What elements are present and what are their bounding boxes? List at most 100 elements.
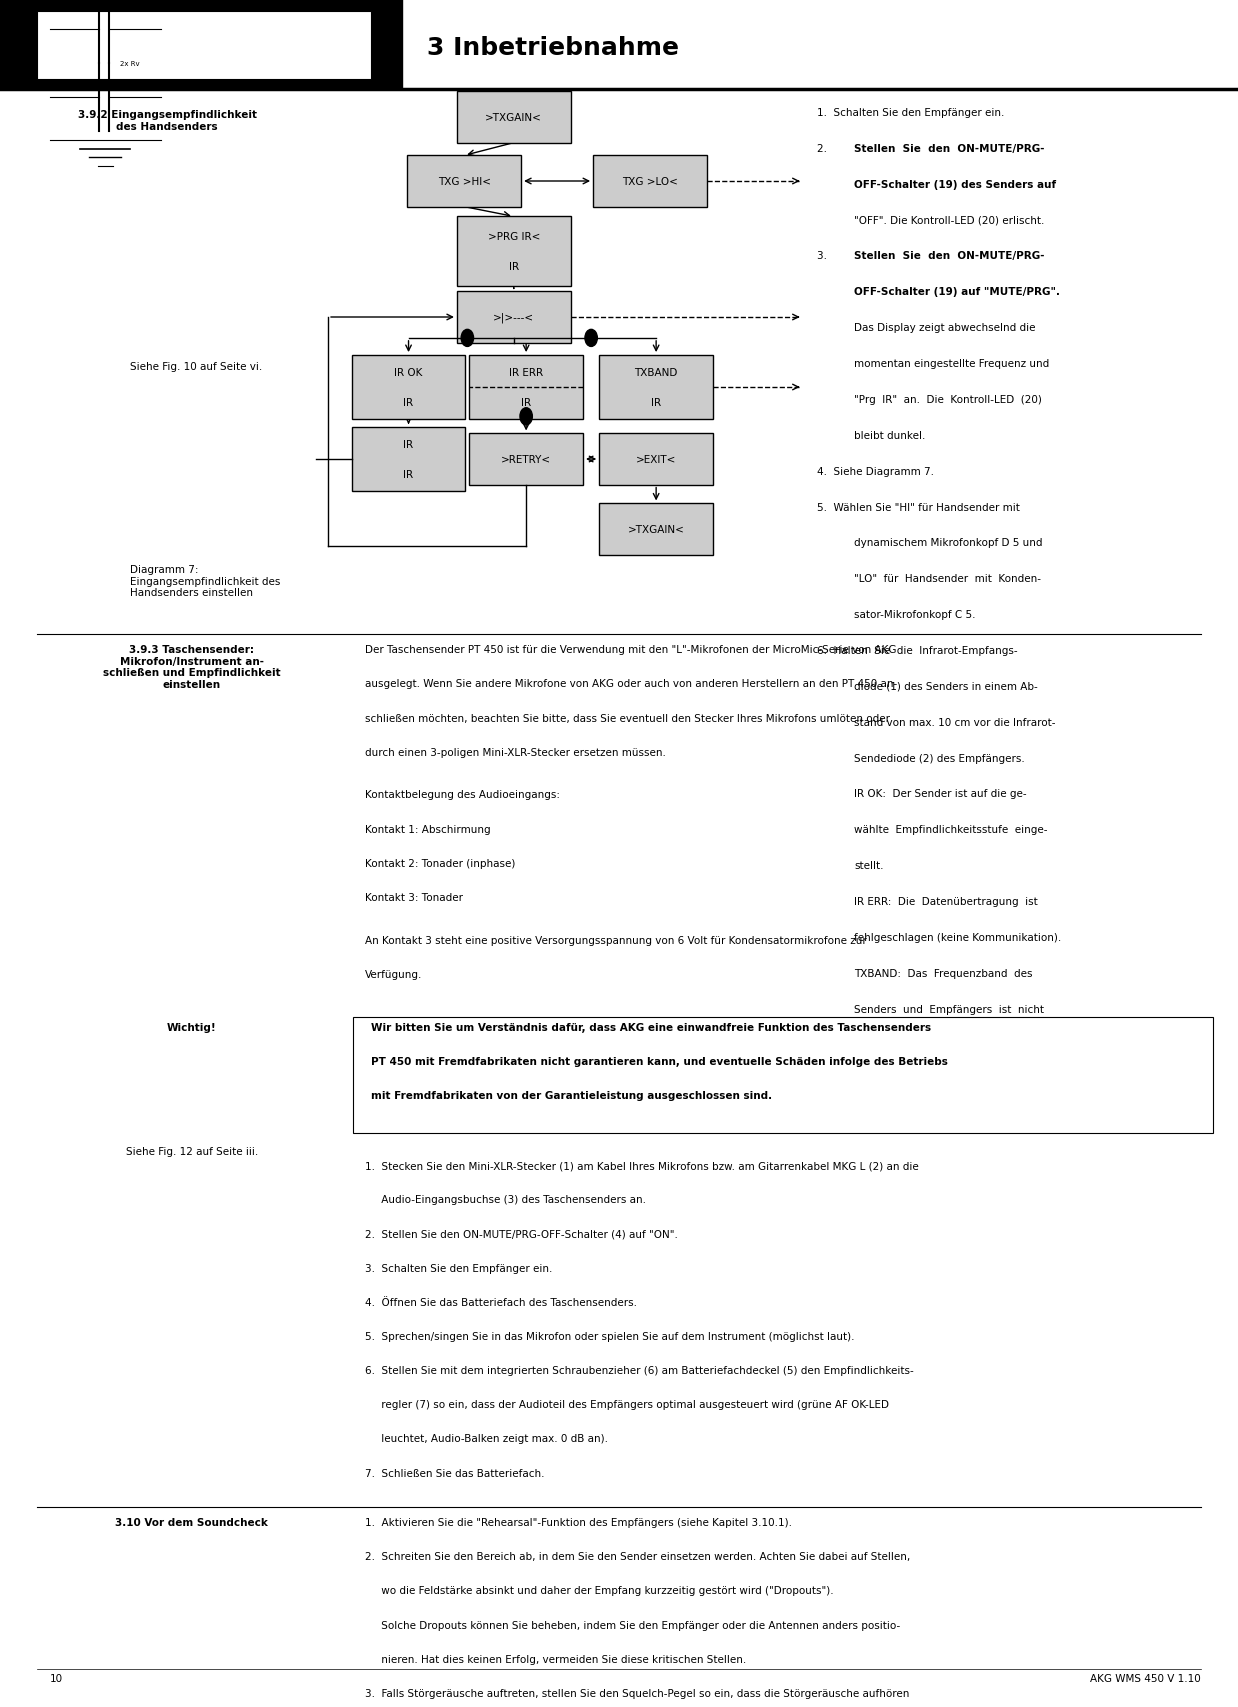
- Text: ausgelegt. Wenn Sie andere Mikrofone von AKG oder auch von anderen Herstellern a: ausgelegt. Wenn Sie andere Mikrofone von…: [365, 679, 898, 690]
- Bar: [599, 504, 713, 555]
- Text: Stellen  Sie  den  ON-MUTE/PRG-: Stellen Sie den ON-MUTE/PRG-: [854, 143, 1045, 154]
- Text: 1.  Schalten Sie den Empfänger ein.: 1. Schalten Sie den Empfänger ein.: [817, 108, 1004, 118]
- Text: Verfügung.: Verfügung.: [365, 970, 422, 980]
- Bar: [599, 355, 713, 420]
- Circle shape: [584, 329, 598, 347]
- Text: >PRG IR<: >PRG IR<: [488, 232, 540, 241]
- Text: wählte  Empfindlichkeitsstufe  einge-: wählte Empfindlichkeitsstufe einge-: [854, 824, 1047, 835]
- Text: OFF-Schalter (19) des Senders auf: OFF-Schalter (19) des Senders auf: [854, 179, 1056, 189]
- Bar: [37, 12, 371, 80]
- Text: sator-Mikrofonkopf C 5.: sator-Mikrofonkopf C 5.: [854, 609, 976, 620]
- Bar: [0, 0, 402, 90]
- Text: 2.  Stellen Sie den ON-MUTE/PRG-OFF-Schalter (4) auf "ON".: 2. Stellen Sie den ON-MUTE/PRG-OFF-Schal…: [365, 1229, 678, 1239]
- Text: identisch oder die Sendeleistung ist: identisch oder die Sendeleistung ist: [854, 1040, 1041, 1050]
- Text: stellt.: stellt.: [854, 860, 884, 871]
- Text: >EXIT<: >EXIT<: [636, 454, 676, 464]
- Text: >|>---<: >|>---<: [493, 312, 535, 323]
- Text: 2.  Schreiten Sie den Bereich ab, in dem Sie den Sender einsetzen werden. Achten: 2. Schreiten Sie den Bereich ab, in dem …: [365, 1552, 910, 1562]
- Text: Siehe Fig. 12 auf Seite iii.: Siehe Fig. 12 auf Seite iii.: [126, 1147, 258, 1157]
- Text: IR: IR: [404, 469, 413, 480]
- Text: diode (1) des Senders in einem Ab-: diode (1) des Senders in einem Ab-: [854, 681, 1037, 691]
- Text: mit Fremdfabrikaten von der Garantieleistung ausgeschlossen sind.: mit Fremdfabrikaten von der Garantieleis…: [371, 1091, 773, 1101]
- Text: Der Taschensender PT 450 ist für die Verwendung mit den "L"-Mikrofonen der Micro: Der Taschensender PT 450 ist für die Ver…: [365, 645, 896, 655]
- Text: IR OK: IR OK: [395, 367, 422, 377]
- Text: 4.  Siehe Diagramm 7.: 4. Siehe Diagramm 7.: [817, 466, 935, 476]
- Text: "OFF". Die Kontroll-LED (20) erlischt.: "OFF". Die Kontroll-LED (20) erlischt.: [854, 215, 1045, 225]
- Text: TXG >LO<: TXG >LO<: [621, 178, 678, 186]
- Text: IR ERR: IR ERR: [509, 367, 543, 377]
- Text: 3 Inbetriebnahme: 3 Inbetriebnahme: [427, 36, 680, 60]
- Text: momentan eingestellte Frequenz und: momentan eingestellte Frequenz und: [854, 358, 1050, 369]
- Text: Kontaktbelegung des Audioeingangs:: Kontaktbelegung des Audioeingangs:: [365, 790, 561, 801]
- Text: Kontakt 1: Abschirmung: Kontakt 1: Abschirmung: [365, 824, 490, 835]
- Text: bleibt dunkel.: bleibt dunkel.: [854, 430, 926, 440]
- Text: 6.  Halten  Sie  die  Infrarot-Empfangs-: 6. Halten Sie die Infrarot-Empfangs-: [817, 645, 1018, 655]
- Text: Senders  und  Empfängers  ist  nicht: Senders und Empfängers ist nicht: [854, 1004, 1044, 1014]
- Text: 10: 10: [50, 1673, 63, 1683]
- Text: Solche Dropouts können Sie beheben, indem Sie den Empfänger oder die Antennen an: Solche Dropouts können Sie beheben, inde…: [365, 1620, 900, 1630]
- Text: 3.  Schalten Sie den Empfänger ein.: 3. Schalten Sie den Empfänger ein.: [365, 1263, 552, 1273]
- Text: IR ERR:  Die  Datenübertragung  ist: IR ERR: Die Datenübertragung ist: [854, 896, 1037, 906]
- Text: 6.  Stellen Sie mit dem integrierten Schraubenzieher (6) am Batteriefachdeckel (: 6. Stellen Sie mit dem integrierten Schr…: [365, 1366, 914, 1376]
- Text: 1.  Aktivieren Sie die "Rehearsal"-Funktion des Empfängers (siehe Kapitel 3.10.1: 1. Aktivieren Sie die "Rehearsal"-Funkti…: [365, 1518, 792, 1528]
- Text: "Prg  IR"  an.  Die  Kontroll-LED  (20): "Prg IR" an. Die Kontroll-LED (20): [854, 394, 1042, 405]
- Text: Wichtig!: Wichtig!: [167, 1022, 217, 1033]
- Text: >TXGAIN<: >TXGAIN<: [485, 113, 542, 123]
- Text: schließen möchten, beachten Sie bitte, dass Sie eventuell den Stecker Ihres Mikr: schließen möchten, beachten Sie bitte, d…: [365, 714, 890, 724]
- Text: IR: IR: [404, 398, 413, 408]
- Text: stand von max. 10 cm vor die Infrarot-: stand von max. 10 cm vor die Infrarot-: [854, 717, 1056, 727]
- Text: IR: IR: [521, 398, 531, 408]
- Text: 3.9.3 Taschensender:
Mikrofon/Instrument an-
schließen und Empfindlichkeit
einst: 3.9.3 Taschensender: Mikrofon/Instrument…: [103, 645, 281, 690]
- Text: leuchtet, Audio-Balken zeigt max. 0 dB an).: leuchtet, Audio-Balken zeigt max. 0 dB a…: [365, 1434, 608, 1444]
- Text: Kontakt 2: Tonader (inphase): Kontakt 2: Tonader (inphase): [365, 859, 515, 869]
- Text: An Kontakt 3 steht eine positive Versorgungsspannung von 6 Volt für Kondensatorm: An Kontakt 3 steht eine positive Versorg…: [365, 935, 867, 946]
- Text: 3.10 Vor dem Soundcheck: 3.10 Vor dem Soundcheck: [115, 1518, 269, 1528]
- Text: 5.  Wählen Sie "HI" für Handsender mit: 5. Wählen Sie "HI" für Handsender mit: [817, 502, 1020, 512]
- Text: >RETRY<: >RETRY<: [501, 454, 551, 464]
- Text: PT 450 mit Fremdfabrikaten nicht garantieren kann, und eventuelle Schäden infolg: PT 450 mit Fremdfabrikaten nicht garanti…: [371, 1057, 948, 1067]
- Text: 3.9.2 Eingangsempfindlichkeit
des Handsenders: 3.9.2 Eingangsempfindlichkeit des Handse…: [78, 109, 256, 131]
- Text: TXG >HI<: TXG >HI<: [438, 178, 490, 186]
- Bar: [352, 428, 465, 492]
- Text: 5.  Sprechen/singen Sie in das Mikrofon oder spielen Sie auf dem Instrument (mög: 5. Sprechen/singen Sie in das Mikrofon o…: [365, 1331, 854, 1342]
- Text: 7.  Schließen Sie das Batteriefach.: 7. Schließen Sie das Batteriefach.: [365, 1468, 545, 1478]
- Text: IR: IR: [404, 439, 413, 449]
- Text: Diagramm 7:
Eingangsempfindlichkeit des
Handsenders einstellen: Diagramm 7: Eingangsempfindlichkeit des …: [130, 565, 280, 597]
- Text: Siehe Fig. 10 auf Seite vi.: Siehe Fig. 10 auf Seite vi.: [130, 362, 262, 372]
- Bar: [469, 355, 583, 420]
- Text: AKG WMS 450 V 1.10: AKG WMS 450 V 1.10: [1091, 1673, 1201, 1683]
- Bar: [407, 157, 521, 208]
- Text: OFF-Schalter (19) auf "MUTE/PRG".: OFF-Schalter (19) auf "MUTE/PRG".: [854, 287, 1060, 297]
- Text: nieren. Hat dies keinen Erfolg, vermeiden Sie diese kritischen Stellen.: nieren. Hat dies keinen Erfolg, vermeide…: [365, 1654, 747, 1664]
- Text: wo die Feldstärke absinkt und daher der Empfang kurzzeitig gestört wird ("Dropou: wo die Feldstärke absinkt und daher der …: [365, 1586, 834, 1596]
- Text: >TXGAIN<: >TXGAIN<: [628, 524, 685, 534]
- Text: IR OK:  Der Sender ist auf die ge-: IR OK: Der Sender ist auf die ge-: [854, 789, 1026, 799]
- Bar: [599, 434, 713, 485]
- Bar: [469, 434, 583, 485]
- Bar: [457, 292, 571, 343]
- Text: 1.  Stecken Sie den Mini-XLR-Stecker (1) am Kabel Ihres Mikrofons bzw. am Gitarr: 1. Stecken Sie den Mini-XLR-Stecker (1) …: [365, 1161, 919, 1171]
- Bar: [352, 355, 465, 420]
- Text: IR: IR: [509, 263, 519, 271]
- Bar: [457, 217, 571, 287]
- Text: fehlgeschlagen (keine Kommunikation).: fehlgeschlagen (keine Kommunikation).: [854, 932, 1061, 942]
- Bar: [353, 1017, 1213, 1133]
- Text: 3.  Falls Störgeräusche auftreten, stellen Sie den Squelch-Pegel so ein, dass di: 3. Falls Störgeräusche auftreten, stelle…: [365, 1688, 910, 1698]
- Text: 2.: 2.: [817, 143, 833, 154]
- Text: 2x Rv: 2x Rv: [120, 61, 140, 67]
- Text: "LO"  für  Handsender  mit  Konden-: "LO" für Handsender mit Konden-: [854, 574, 1041, 584]
- Text: durch einen 3-poligen Mini-XLR-Stecker ersetzen müssen.: durch einen 3-poligen Mini-XLR-Stecker e…: [365, 748, 666, 758]
- Text: Wir bitten Sie um Verständnis dafür, dass AKG eine einwandfreie Funktion des Tas: Wir bitten Sie um Verständnis dafür, das…: [371, 1022, 931, 1033]
- Bar: [457, 92, 571, 143]
- Text: Kontakt 3: Tonader: Kontakt 3: Tonader: [365, 893, 463, 903]
- Text: Das Display zeigt abwechselnd die: Das Display zeigt abwechselnd die: [854, 323, 1036, 333]
- Text: dynamischem Mikrofonkopf D 5 und: dynamischem Mikrofonkopf D 5 und: [854, 538, 1042, 548]
- Circle shape: [462, 329, 474, 347]
- Text: Stellen  Sie  den  ON-MUTE/PRG-: Stellen Sie den ON-MUTE/PRG-: [854, 251, 1045, 261]
- Text: Sendediode (2) des Empfängers.: Sendediode (2) des Empfängers.: [854, 753, 1025, 763]
- Text: Audio-Eingangsbuchse (3) des Taschensenders an.: Audio-Eingangsbuchse (3) des Taschensend…: [365, 1195, 646, 1205]
- Text: 3.: 3.: [817, 251, 833, 261]
- Text: 4.  Öffnen Sie das Batteriefach des Taschensenders.: 4. Öffnen Sie das Batteriefach des Tasch…: [365, 1297, 638, 1308]
- Text: TXBAND:  Das  Frequenzband  des: TXBAND: Das Frequenzband des: [854, 968, 1032, 978]
- Text: zu hoch/gering.: zu hoch/gering.: [854, 1075, 936, 1086]
